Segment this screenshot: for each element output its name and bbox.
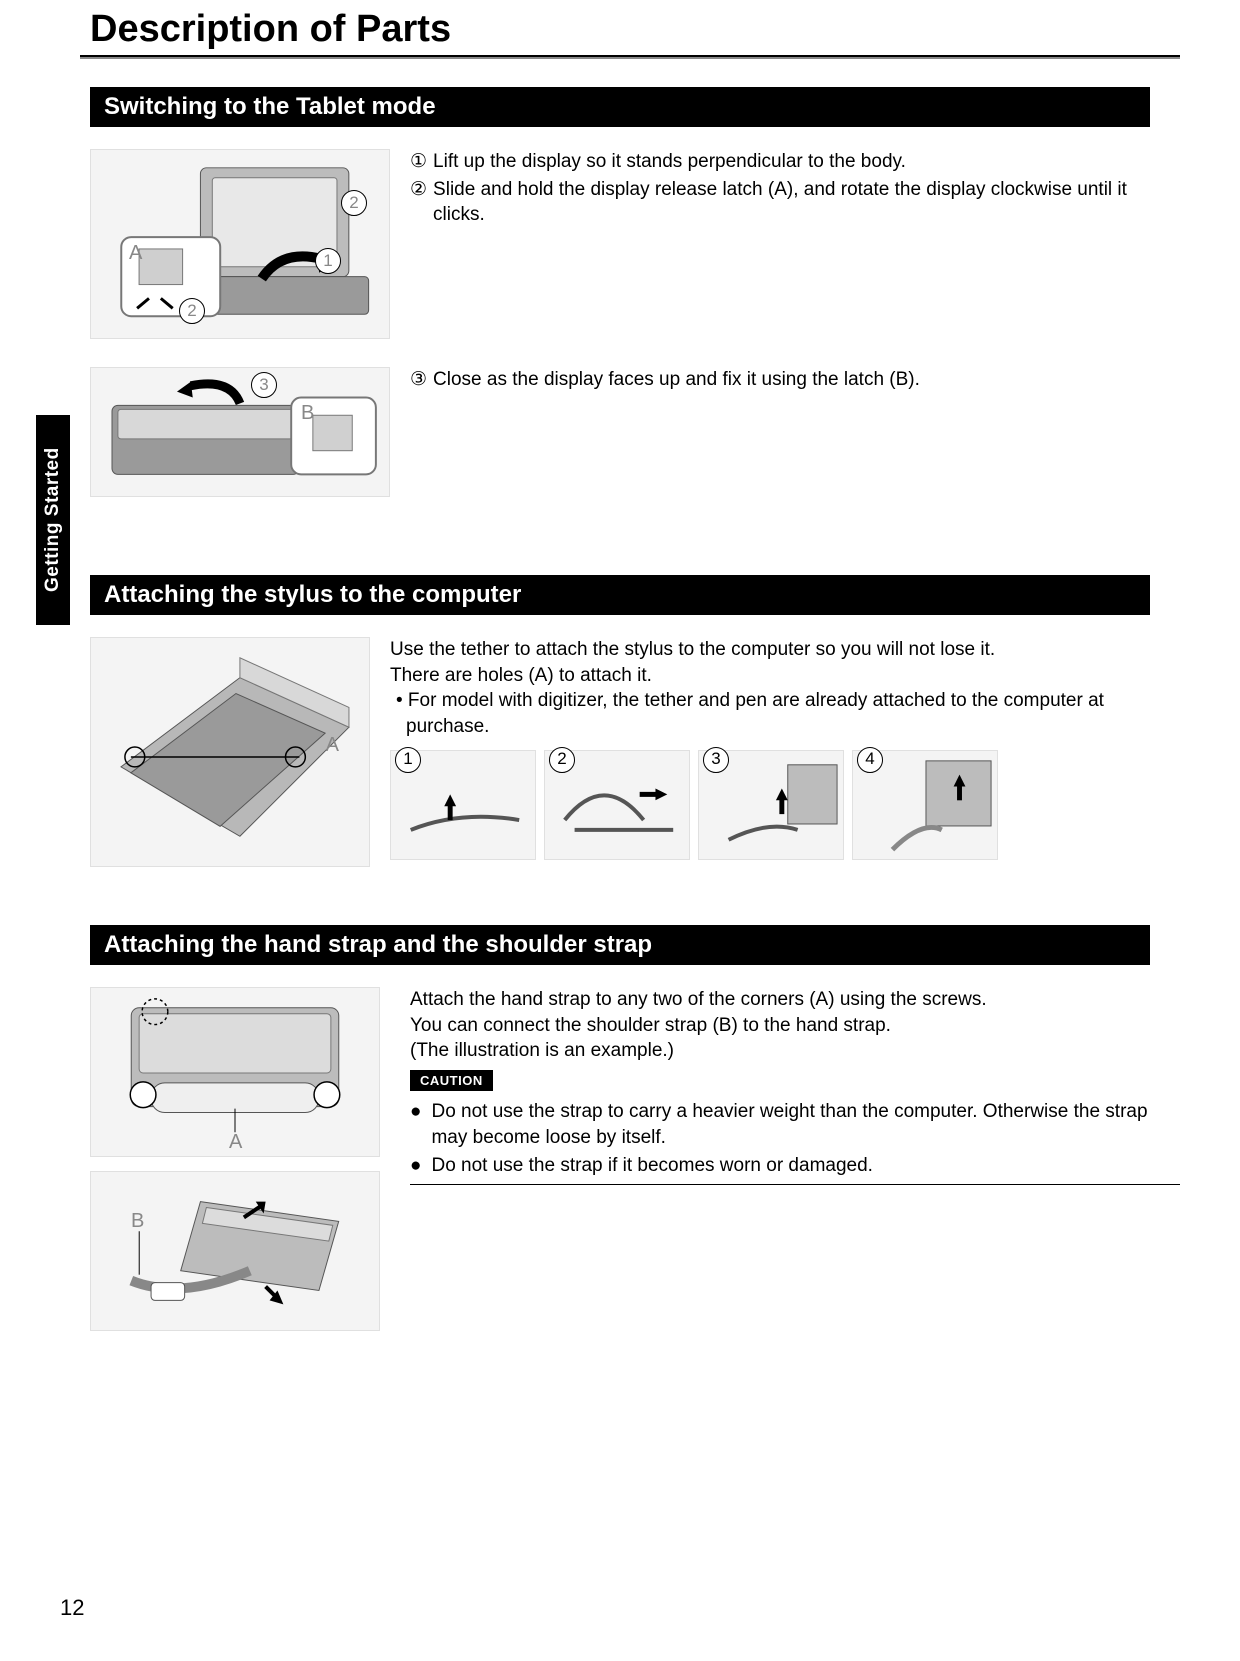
section-heading-stylus: Attaching the stylus to the computer bbox=[90, 575, 1150, 615]
caution-item-2: ● Do not use the strap if it becomes wor… bbox=[410, 1153, 1180, 1179]
stylus-step-fig-1: 1 bbox=[390, 750, 536, 860]
stylus-step-fig-3: 3 bbox=[698, 750, 844, 860]
section-heading-strap: Attaching the hand strap and the shoulde… bbox=[90, 925, 1150, 965]
caution-bullets: ● Do not use the strap to carry a heavie… bbox=[410, 1099, 1180, 1178]
section-heading-tablet: Switching to the Tablet mode bbox=[90, 87, 1150, 127]
stylus-step-num-4: 4 bbox=[857, 747, 883, 773]
figure-strap-1: A bbox=[90, 987, 380, 1157]
strap-row-1: A B Attach the hand strap to any two of … bbox=[90, 987, 1180, 1331]
caution-item-1: ● Do not use the strap to carry a heavie… bbox=[410, 1099, 1180, 1150]
stylus-step-fig-4: 4 bbox=[852, 750, 998, 860]
tablet-row-2: 3 B ③ Close as the display faces up and … bbox=[90, 367, 1180, 497]
figure-callout-2a: 2 bbox=[341, 190, 367, 216]
step-2-text: Slide and hold the display release latch… bbox=[433, 177, 1180, 228]
strap-figures-col: A B bbox=[90, 987, 390, 1331]
figure-callout-1: 1 bbox=[315, 248, 341, 274]
figure-callout-2b: 2 bbox=[179, 298, 205, 324]
step-3: ③ Close as the display faces up and fix … bbox=[410, 367, 1180, 393]
page-title: Description of Parts bbox=[90, 0, 1180, 55]
figure-tablet-1: A 2 1 2 bbox=[90, 149, 390, 339]
stylus-step-num-3: 3 bbox=[703, 747, 729, 773]
step-1-num: ① bbox=[410, 149, 427, 175]
stylus-intro-2: There are holes (A) to attach it. bbox=[390, 663, 1180, 689]
stylus-step-num-1: 1 bbox=[395, 747, 421, 773]
stylus-intro-1: Use the tether to attach the stylus to t… bbox=[390, 637, 1180, 663]
bullet-dot-icon: ● bbox=[410, 1153, 421, 1179]
stylus-row: A Use the tether to attach the stylus to… bbox=[90, 637, 1180, 867]
step-1: ① Lift up the display so it stands perpe… bbox=[410, 149, 1180, 175]
stylus-note: • For model with digitizer, the tether a… bbox=[390, 688, 1180, 739]
strap-p1: Attach the hand strap to any two of the … bbox=[410, 987, 1180, 1013]
tablet-row-1: A 2 1 2 ① Lift up the display so it stan… bbox=[90, 149, 1180, 339]
page-number: 12 bbox=[60, 1595, 84, 1621]
strap-p3: (The illustration is an example.) bbox=[410, 1038, 1180, 1064]
strap-callout-b: B bbox=[131, 1210, 144, 1233]
step-1-text: Lift up the display so it stands perpend… bbox=[433, 149, 1180, 175]
tablet-text-2: ③ Close as the display faces up and fix … bbox=[410, 367, 1180, 497]
step-3-num: ③ bbox=[410, 367, 427, 393]
stylus-step-num-2: 2 bbox=[549, 747, 575, 773]
figure-strap-2: B bbox=[90, 1171, 380, 1331]
figure-callout-3: 3 bbox=[251, 372, 277, 398]
side-tab-getting-started: Getting Started bbox=[36, 415, 70, 625]
caution-1-text: Do not use the strap to carry a heavier … bbox=[431, 1099, 1180, 1150]
caution-end-rule bbox=[410, 1184, 1180, 1185]
step-3-text: Close as the display faces up and fix it… bbox=[433, 367, 1180, 393]
step-2-num: ② bbox=[410, 177, 427, 228]
caution-2-text: Do not use the strap if it becomes worn … bbox=[431, 1153, 872, 1179]
title-rule bbox=[80, 55, 1180, 59]
figure-stylus-main: A bbox=[90, 637, 370, 867]
step-2: ② Slide and hold the display release lat… bbox=[410, 177, 1180, 228]
strap-callout-a: A bbox=[229, 1131, 242, 1154]
stylus-callout-a: A bbox=[326, 734, 339, 757]
stylus-text: Use the tether to attach the stylus to t… bbox=[390, 637, 1180, 860]
stylus-step-fig-2: 2 bbox=[544, 750, 690, 860]
figure-tablet-2: 3 B bbox=[90, 367, 390, 497]
stylus-step-figures: 1 2 3 4 bbox=[390, 750, 1180, 860]
manual-page: Getting Started Description of Parts Swi… bbox=[0, 0, 1240, 1661]
strap-text: Attach the hand strap to any two of the … bbox=[410, 987, 1180, 1185]
figure-callout-a: A bbox=[129, 242, 142, 265]
caution-badge: CAUTION bbox=[410, 1070, 493, 1092]
figure-callout-b: B bbox=[301, 402, 314, 425]
bullet-dot-icon: ● bbox=[410, 1099, 421, 1150]
strap-p2: You can connect the shoulder strap (B) t… bbox=[410, 1013, 1180, 1039]
tablet-text-1: ① Lift up the display so it stands perpe… bbox=[410, 149, 1180, 339]
